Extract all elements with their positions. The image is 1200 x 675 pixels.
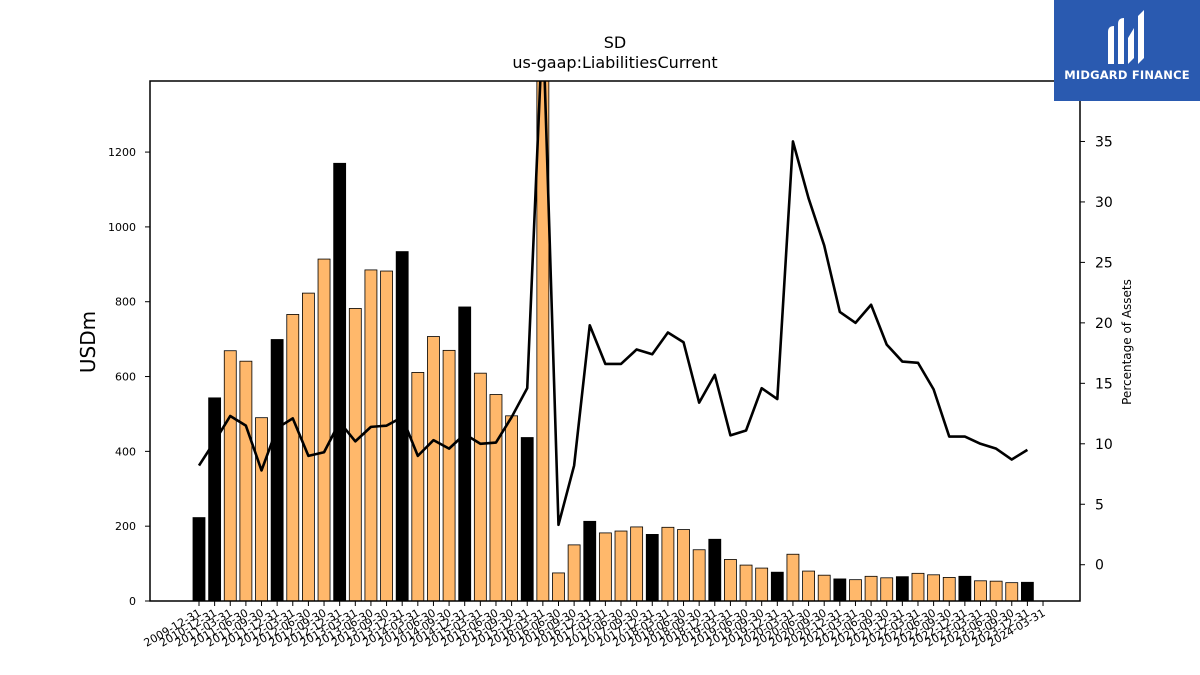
bar (598, 532, 612, 601)
bar (567, 544, 581, 601)
y2-tick-label: 10 (1095, 437, 1113, 453)
y-tick-label: 0 (129, 595, 136, 608)
bar (380, 270, 393, 601)
bar (223, 350, 237, 601)
bar (489, 394, 503, 601)
bar (770, 571, 784, 601)
bar (505, 415, 519, 601)
bar (739, 564, 753, 601)
chart-title: SD (604, 33, 626, 52)
bar (958, 575, 972, 601)
brand-logo: MIDGARD FINANCE (1054, 0, 1200, 101)
y2-tick-label: 0 (1095, 558, 1104, 574)
plot-frame (149, 80, 1081, 602)
bar (317, 258, 331, 601)
y2-tick-label: 20 (1095, 316, 1113, 332)
y-axis-label: USDm (76, 311, 100, 373)
bar (427, 336, 440, 601)
bar (817, 574, 831, 601)
bar (661, 526, 675, 601)
bar (614, 530, 628, 601)
y2-tick-label: 5 (1095, 497, 1104, 513)
bar (880, 577, 894, 601)
bar (192, 517, 206, 601)
bar (802, 570, 815, 601)
bar (364, 269, 378, 601)
bar (895, 576, 909, 601)
bar (270, 339, 284, 601)
bar (1020, 581, 1034, 601)
bar (1005, 582, 1019, 601)
bar (989, 580, 1003, 601)
bar (927, 574, 941, 601)
percentage-line (197, 81, 1029, 527)
bar (442, 349, 456, 601)
y2-axis-label: Percentage of Assets (1120, 279, 1134, 405)
bar (645, 534, 659, 601)
bar (208, 397, 222, 601)
bar (333, 162, 347, 601)
bar (755, 567, 769, 601)
y-tick-label: 400 (115, 445, 136, 458)
y-tick-label: 1200 (108, 146, 136, 159)
bar (974, 580, 987, 601)
bar (677, 529, 690, 601)
plot-area (192, 81, 1034, 601)
bar (708, 538, 722, 601)
bar (458, 306, 472, 601)
y-tick-label: 800 (115, 296, 136, 309)
y-tick-label: 200 (115, 520, 136, 533)
bar (239, 360, 253, 601)
bar (348, 308, 362, 601)
bar (942, 577, 956, 601)
bar (786, 553, 800, 601)
bar (302, 292, 315, 601)
bar (473, 372, 487, 601)
bar (864, 575, 878, 601)
bar (833, 578, 847, 601)
y-tick-label: 1000 (108, 221, 136, 234)
y2-tick-label: 25 (1095, 255, 1113, 271)
midgard-logo-icon (1108, 10, 1144, 64)
y2-tick-label: 35 (1095, 134, 1113, 150)
bar (520, 437, 534, 601)
y-tick-label: 600 (115, 371, 136, 384)
bar (911, 572, 925, 601)
brand-name: MIDGARD FINANCE (1064, 68, 1190, 82)
bar (536, 81, 550, 601)
bar (286, 314, 300, 601)
bar (630, 526, 644, 601)
bar (411, 372, 425, 601)
bar (395, 251, 409, 601)
bar (692, 549, 706, 601)
bar (255, 417, 268, 601)
y2-tick-label: 15 (1095, 376, 1113, 392)
bar (583, 520, 597, 601)
y2-tick-label: 30 (1095, 195, 1113, 211)
bar (552, 572, 565, 601)
bar (724, 559, 737, 601)
bar (849, 579, 862, 601)
chart-subtitle: us-gaap:LiabilitiesCurrent (512, 53, 717, 72)
